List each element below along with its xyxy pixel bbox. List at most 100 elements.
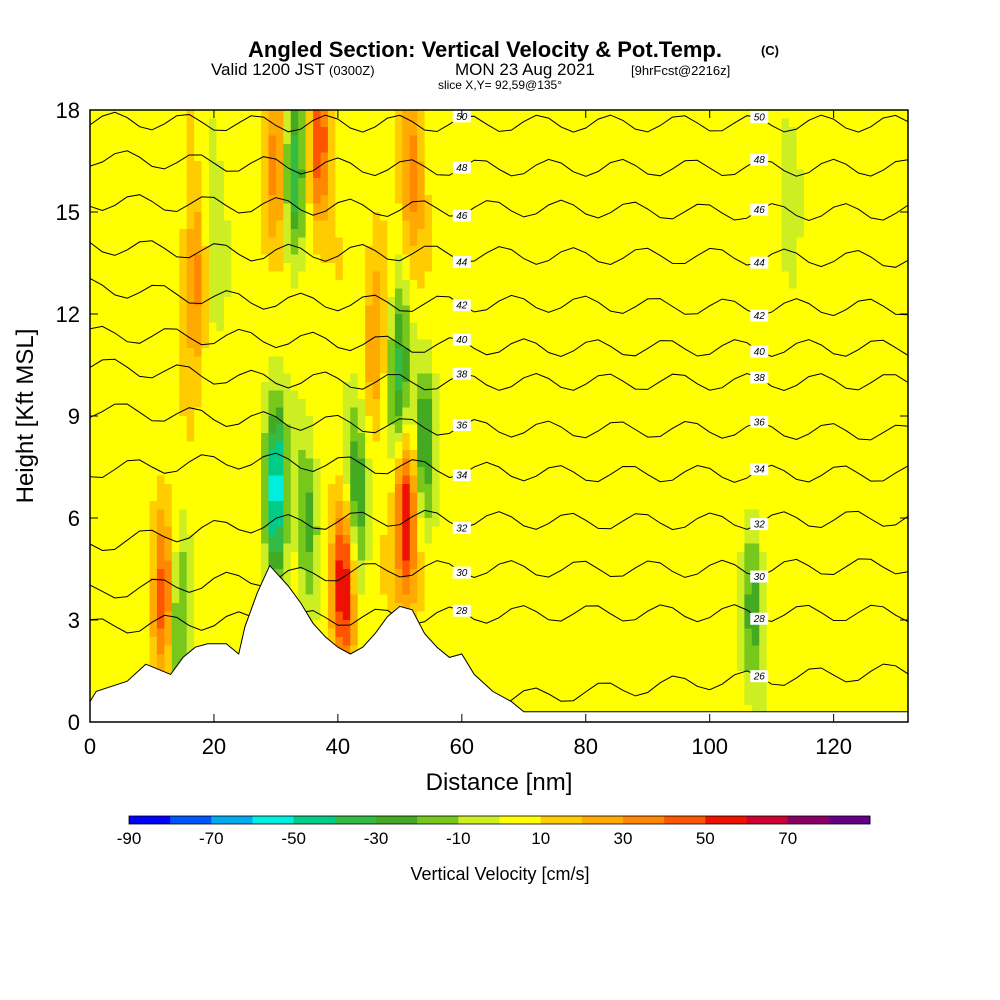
velocity-cell (164, 178, 173, 188)
velocity-cell (439, 484, 448, 494)
velocity-cell (208, 356, 218, 366)
velocity-cell (513, 314, 522, 324)
velocity-cell (543, 501, 552, 511)
velocity-cell (90, 254, 99, 264)
velocity-cell (283, 322, 292, 332)
velocity-cell (521, 543, 530, 553)
velocity-cell (156, 152, 165, 162)
velocity-cell (588, 178, 597, 188)
velocity-cell (573, 220, 582, 230)
velocity-cell (588, 458, 597, 468)
velocity-cell (595, 373, 604, 383)
velocity-cell (268, 271, 277, 281)
velocity-cell (142, 203, 151, 213)
velocity-cell (580, 586, 589, 596)
velocity-cell (558, 135, 567, 145)
velocity-cell (134, 348, 143, 358)
velocity-cell (268, 441, 277, 451)
velocity-cell (290, 237, 299, 247)
velocity-cell (127, 518, 136, 528)
velocity-cell (194, 263, 203, 273)
velocity-cell (313, 314, 322, 324)
velocity-cell (417, 169, 426, 179)
velocity-cell (164, 501, 173, 511)
velocity-cell (208, 263, 218, 273)
velocity-cell (365, 280, 374, 290)
velocity-cell (186, 152, 195, 162)
velocity-cell (432, 297, 441, 307)
velocity-cell (164, 263, 173, 273)
velocity-cell (588, 348, 597, 358)
velocity-cell (491, 569, 500, 579)
velocity-cell (327, 288, 336, 298)
velocity-cell (179, 220, 188, 230)
velocity-cell (506, 110, 515, 120)
velocity-cell (543, 144, 552, 154)
velocity-cell (521, 484, 530, 494)
velocity-cell (580, 331, 589, 341)
velocity-cell (320, 297, 329, 307)
velocity-cell (97, 365, 106, 375)
velocity-cell (417, 254, 426, 264)
velocity-cell (104, 288, 113, 298)
velocity-cell (469, 594, 478, 604)
velocity-cell (558, 475, 567, 485)
velocity-cell (313, 492, 322, 502)
velocity-cell (194, 467, 203, 477)
velocity-cell (246, 229, 255, 239)
velocity-cell (454, 543, 463, 553)
velocity-cell (261, 271, 270, 281)
velocity-cell (208, 441, 218, 451)
velocity-cell (365, 458, 374, 468)
velocity-cell (588, 246, 597, 256)
velocity-cell (543, 467, 552, 477)
velocity-cell (283, 186, 292, 196)
velocity-cell (380, 611, 389, 621)
velocity-cell (134, 450, 143, 460)
velocity-cell (424, 280, 433, 290)
velocity-cell (506, 424, 515, 434)
velocity-cell (484, 654, 493, 664)
velocity-cell (327, 169, 336, 179)
velocity-cell (565, 475, 574, 485)
velocity-cell (275, 263, 284, 273)
velocity-cell (342, 552, 351, 562)
velocity-cell (350, 569, 359, 579)
velocity-cell (327, 246, 336, 256)
velocity-cell (216, 280, 225, 290)
velocity-cell (142, 348, 151, 358)
velocity-cell (290, 416, 299, 426)
velocity-cell (432, 611, 441, 621)
velocity-cell (454, 441, 463, 451)
velocity-cell (528, 509, 537, 519)
velocity-cell (327, 399, 336, 409)
velocity-cell (536, 552, 545, 562)
velocity-cell (432, 484, 441, 494)
velocity-cell (164, 467, 173, 477)
velocity-cell (194, 305, 203, 315)
velocity-cell (320, 484, 329, 494)
velocity-cell (417, 118, 426, 128)
velocity-cell (127, 509, 136, 519)
velocity-cell (127, 594, 136, 604)
velocity-cell (543, 603, 552, 613)
velocity-cell (506, 645, 515, 655)
velocity-cell (528, 152, 537, 162)
velocity-cell (208, 203, 218, 213)
velocity-cell (565, 390, 574, 400)
velocity-cell (342, 450, 351, 460)
velocity-cell (201, 543, 210, 553)
velocity-cell (402, 382, 411, 392)
velocity-cell (275, 118, 284, 128)
velocity-cell (484, 195, 493, 205)
velocity-cell (543, 475, 552, 485)
velocity-cell (335, 416, 344, 426)
velocity-cell (439, 322, 448, 332)
velocity-cell (387, 509, 396, 519)
velocity-cell (104, 526, 113, 536)
velocity-cell (454, 458, 463, 468)
velocity-cell (298, 484, 307, 494)
velocity-cell (305, 331, 314, 341)
velocity-cell (573, 161, 582, 171)
velocity-cell (521, 552, 530, 562)
